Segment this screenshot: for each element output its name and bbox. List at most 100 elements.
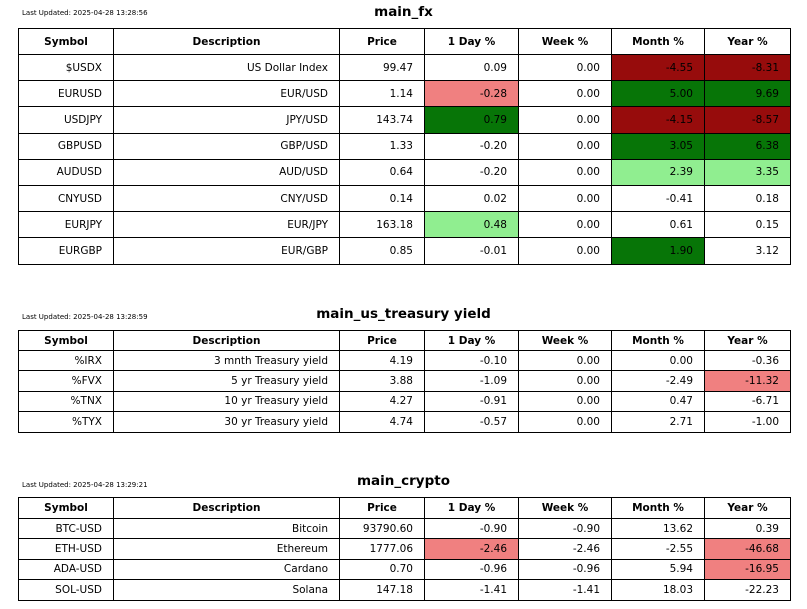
column-header: Week % xyxy=(518,28,612,55)
header-row: Symbol Description Price 1 Day % Week % Month… xyxy=(18,497,791,519)
table-cell: -0.96 xyxy=(424,558,519,581)
table-cell: -0.91 xyxy=(424,390,519,413)
table-cell: 0.47 xyxy=(611,390,705,413)
table-cell: $USDX xyxy=(18,53,114,82)
table-cell: 143.74 xyxy=(339,106,425,134)
table-cell: -4.15 xyxy=(611,106,705,134)
column-header: Week % xyxy=(518,497,612,519)
table-cell: ADA-USD xyxy=(18,558,114,581)
last-updated-label: Last Updated: 2025-04-28 13:28:56 xyxy=(22,9,148,17)
column-header: Week % xyxy=(518,330,612,351)
table-cell: -2.46 xyxy=(424,538,519,560)
table-cell: 93790.60 xyxy=(339,517,425,540)
column-header: Symbol xyxy=(18,330,114,351)
table-cell: 0.39 xyxy=(704,517,791,540)
table-cell: -2.46 xyxy=(518,538,612,560)
table-row: %TYX 30 yr Treasury yield 4.74 -0.57 0.00 2.7… xyxy=(18,411,791,433)
table-cell: %FVX xyxy=(18,370,114,392)
table-cell: 0.00 xyxy=(518,370,612,392)
table-cell: 5 yr Treasury yield xyxy=(113,370,340,392)
column-header: Description xyxy=(113,28,340,55)
table-cell: -2.49 xyxy=(611,370,705,392)
table-cell: -0.90 xyxy=(518,517,612,540)
table-title: main_crypto xyxy=(356,473,451,489)
table-cell: 99.47 xyxy=(339,53,425,82)
table-row: AUDUSD AUD/USD 0.64 -0.20 0.00 2.39 3.35 xyxy=(18,158,791,186)
table-cell: -0.96 xyxy=(518,558,612,581)
table-cell: 0.79 xyxy=(424,106,519,134)
table-row: %TNX 10 yr Treasury yield 4.27 -0.91 0.00 0.4… xyxy=(18,390,791,413)
table-cell: 4.27 xyxy=(339,390,425,413)
table-cell: EURJPY xyxy=(18,211,114,239)
table-cell: SOL-USD xyxy=(18,579,114,601)
table-cell: -6.71 xyxy=(704,390,791,413)
table-cell: JPY/USD xyxy=(113,106,340,134)
column-header: 1 Day % xyxy=(424,497,519,519)
table-row: EURJPY EUR/JPY 163.18 0.48 0.00 0.61 0.15 xyxy=(18,211,791,239)
table-cell: 3.05 xyxy=(611,132,705,160)
table-row: %FVX 5 yr Treasury yield 3.88 -1.09 0.00 -2.4… xyxy=(18,370,791,392)
table-cell: 0.61 xyxy=(611,211,705,239)
table-cell: 0.48 xyxy=(424,211,519,239)
table-cell: 3 mnth Treasury yield xyxy=(113,349,340,372)
table-cell: 3.35 xyxy=(704,158,791,186)
table-cell: 1777.06 xyxy=(339,538,425,560)
table-cell: 0.00 xyxy=(518,132,612,160)
table-cell: Ethereum xyxy=(113,538,340,560)
table-title: main_us_treasury yield xyxy=(316,306,491,322)
table-cell: -11.32 xyxy=(704,370,791,392)
column-header: Year % xyxy=(704,330,791,351)
table-cell: 5.94 xyxy=(611,558,705,581)
table-cell: AUD/USD xyxy=(113,158,340,186)
table-cell: 2.71 xyxy=(611,411,705,433)
table-cell: %TNX xyxy=(18,390,114,413)
column-header: Symbol xyxy=(18,497,114,519)
table-row: ADA-USD Cardano 0.70 -0.96 -0.96 5.94 -16.95 xyxy=(18,558,791,581)
table-cell: -46.68 xyxy=(704,538,791,560)
table-cell: 0.00 xyxy=(518,390,612,413)
table-cell: 147.18 xyxy=(339,579,425,601)
table-cell: 9.69 xyxy=(704,80,791,108)
table-cell: 0.00 xyxy=(611,349,705,372)
table-cell: ETH-USD xyxy=(18,538,114,560)
table-cell: 0.00 xyxy=(518,53,612,82)
table-cell: BTC-USD xyxy=(18,517,114,540)
column-header: Price xyxy=(339,330,425,351)
table-cell: 3.12 xyxy=(704,237,791,265)
column-header: Year % xyxy=(704,497,791,519)
table-row: %IRX 3 mnth Treasury yield 4.19 -0.10 0.00 0.… xyxy=(18,349,791,372)
column-header: Description xyxy=(113,497,340,519)
table-cell: -0.41 xyxy=(611,184,705,213)
table-cell: 0.00 xyxy=(518,106,612,134)
table-cell: AUDUSD xyxy=(18,158,114,186)
table-cell: US Dollar Index xyxy=(113,53,340,82)
table-cell: -22.23 xyxy=(704,579,791,601)
table-cell: EUR/GBP xyxy=(113,237,340,265)
table-cell: 1.90 xyxy=(611,237,705,265)
table-cell: -0.28 xyxy=(424,80,519,108)
table-cell: -2.55 xyxy=(611,538,705,560)
table-cell: -0.36 xyxy=(704,349,791,372)
table-cell: 10 yr Treasury yield xyxy=(113,390,340,413)
table-cell: %IRX xyxy=(18,349,114,372)
last-updated-label: Last Updated: 2025-04-28 13:28:59 xyxy=(22,313,148,321)
table-cell: 4.74 xyxy=(339,411,425,433)
column-header: Month % xyxy=(611,330,705,351)
table-row: EURGBP EUR/GBP 0.85 -0.01 0.00 1.90 3.12 xyxy=(18,237,791,265)
table-cell: 0.00 xyxy=(518,80,612,108)
table-cell: -0.10 xyxy=(424,349,519,372)
column-header: Year % xyxy=(704,28,791,55)
table-cell: 0.00 xyxy=(518,158,612,186)
table-cell: 6.38 xyxy=(704,132,791,160)
table-cell: 18.03 xyxy=(611,579,705,601)
table-cell: Bitcoin xyxy=(113,517,340,540)
table-cell: USDJPY xyxy=(18,106,114,134)
table-cell: 0.00 xyxy=(518,237,612,265)
table-cell: 0.15 xyxy=(704,211,791,239)
table-cell: 0.18 xyxy=(704,184,791,213)
table-cell: -0.57 xyxy=(424,411,519,433)
table-cell: GBPUSD xyxy=(18,132,114,160)
table-row: $USDX US Dollar Index 99.47 0.09 0.00 -4.55 -8… xyxy=(18,53,791,82)
table-title: main_fx xyxy=(374,4,433,20)
